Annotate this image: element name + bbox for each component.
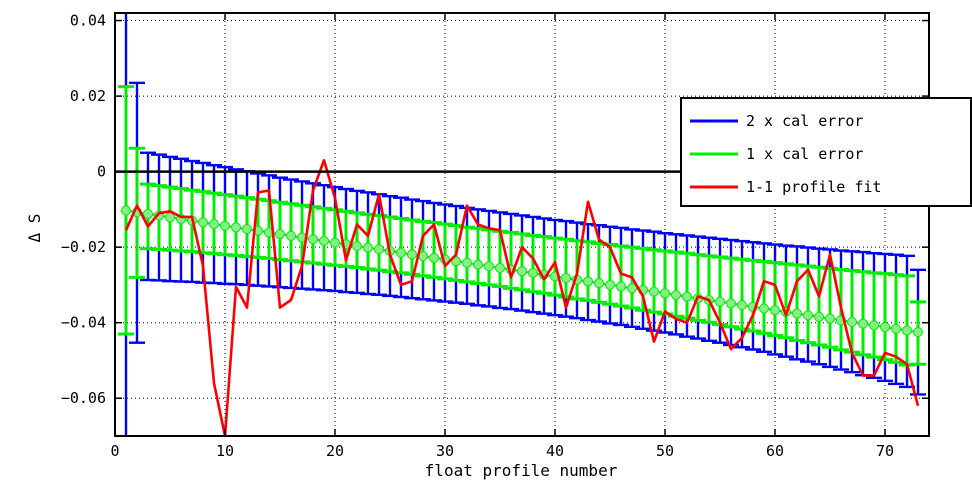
center-marker bbox=[869, 320, 879, 331]
x-axis-label: float profile number bbox=[425, 461, 618, 480]
center-marker bbox=[231, 222, 241, 233]
center-marker bbox=[792, 308, 802, 319]
profile-fit-layer bbox=[124, 159, 920, 438]
center-marker bbox=[198, 217, 208, 228]
center-marker bbox=[121, 205, 131, 216]
y-tick-label: 0 bbox=[97, 163, 106, 181]
center-marker bbox=[275, 229, 285, 240]
center-marker bbox=[825, 313, 835, 324]
y-tick-label: −0.04 bbox=[61, 314, 106, 332]
legend: 2 x cal error 1 x cal error 1-1 profile … bbox=[680, 97, 972, 207]
center-marker bbox=[671, 289, 681, 300]
profile-fit-line bbox=[124, 159, 920, 438]
center-marker bbox=[682, 291, 692, 302]
center-marker bbox=[407, 249, 417, 260]
center-marker bbox=[209, 219, 219, 230]
x-tick-label: 0 bbox=[110, 442, 119, 460]
center-marker bbox=[726, 298, 736, 309]
x-tick-label: 40 bbox=[546, 442, 564, 460]
center-marker bbox=[220, 220, 230, 231]
y-tick-label: −0.02 bbox=[61, 238, 106, 256]
center-marker bbox=[902, 325, 912, 336]
center-marker bbox=[594, 278, 604, 289]
center-marker bbox=[583, 276, 593, 287]
center-marker bbox=[627, 283, 637, 294]
y-tick-label: 0.04 bbox=[70, 12, 106, 30]
center-marker bbox=[649, 286, 659, 297]
center-marker bbox=[165, 212, 175, 223]
center-marker bbox=[517, 266, 527, 277]
center-marker bbox=[308, 234, 318, 245]
x-tick-label: 30 bbox=[436, 442, 454, 460]
center-marker bbox=[880, 322, 890, 333]
center-marker bbox=[913, 327, 923, 338]
center-marker bbox=[242, 224, 252, 235]
center-marker bbox=[495, 262, 505, 273]
legend-label-1x-cal-error: 1 x cal error bbox=[746, 145, 863, 163]
x-tick-label: 60 bbox=[766, 442, 784, 460]
center-marker bbox=[484, 261, 494, 272]
center-marker bbox=[616, 281, 626, 292]
x-tick-label: 70 bbox=[876, 442, 894, 460]
center-marker bbox=[319, 235, 329, 246]
x-tick-label: 10 bbox=[216, 442, 234, 460]
x-tick-label: 50 bbox=[656, 442, 674, 460]
center-marker bbox=[770, 305, 780, 316]
y-tick-label: 0.02 bbox=[70, 87, 106, 105]
center-marker bbox=[352, 240, 362, 251]
y-tick-label: −0.06 bbox=[61, 389, 106, 407]
center-marker bbox=[429, 252, 439, 263]
x-tick-label: 20 bbox=[326, 442, 344, 460]
center-marker bbox=[814, 311, 824, 322]
center-marker bbox=[715, 296, 725, 307]
center-marker bbox=[286, 230, 296, 241]
center-marker bbox=[462, 257, 472, 268]
legend-label-profile-fit: 1-1 profile fit bbox=[746, 178, 881, 196]
y-axis-label: Δ S bbox=[25, 214, 44, 243]
center-marker bbox=[528, 268, 538, 279]
center-marker bbox=[891, 323, 901, 334]
center-marker bbox=[473, 259, 483, 270]
center-marker bbox=[363, 242, 373, 253]
plot-frame bbox=[114, 12, 930, 437]
legend-label-2x-cal-error: 2 x cal error bbox=[746, 112, 863, 130]
center-marker bbox=[759, 303, 769, 314]
center-marker bbox=[605, 279, 615, 290]
center-marker bbox=[330, 237, 340, 248]
center-marker bbox=[561, 273, 571, 284]
center-marker bbox=[374, 244, 384, 255]
tick-labels: 0 10 20 30 40 50 60 70 0.04 0.02 0 −0.02 −0.04 −0.06 bbox=[61, 12, 894, 460]
center-marker bbox=[858, 318, 868, 329]
center-marker bbox=[396, 247, 406, 258]
center-marker bbox=[847, 317, 857, 328]
center-marker bbox=[737, 300, 747, 311]
error-bars-1x-cal-error bbox=[118, 85, 926, 367]
center-marker bbox=[803, 310, 813, 321]
center-marker bbox=[451, 256, 461, 267]
center-marker bbox=[143, 208, 153, 219]
center-marker bbox=[660, 288, 670, 299]
